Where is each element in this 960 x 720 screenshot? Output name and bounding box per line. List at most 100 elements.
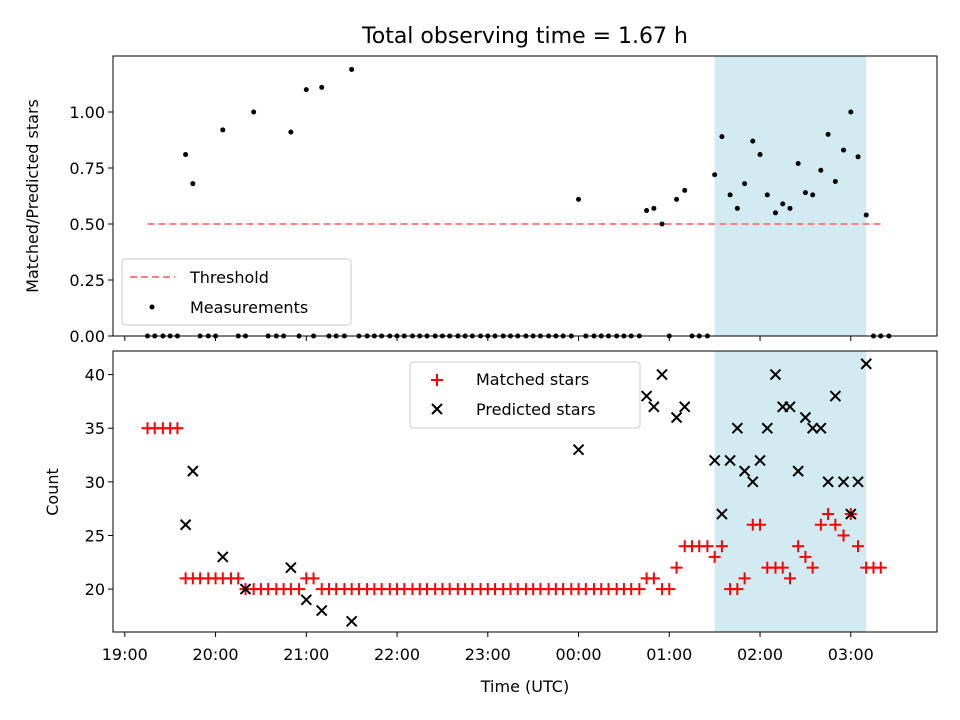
measurement-point <box>183 152 189 158</box>
predicted-star-point <box>754 454 766 467</box>
predicted-star-point <box>769 368 782 381</box>
top-legend-box <box>121 258 352 326</box>
measurement-point <box>810 192 816 198</box>
predicted-star-point <box>345 615 358 627</box>
matched-star-point <box>715 540 728 553</box>
matched-star-point <box>852 540 865 553</box>
bottom-x-axis-label: Time (UTC) <box>480 677 569 696</box>
top-title: Total observing time = 1.67 h <box>361 24 688 49</box>
matched-star-point <box>293 583 306 596</box>
bottom-legend-box <box>409 361 641 429</box>
measurement-point <box>644 208 650 214</box>
bottom-x-tick-label: 20:00 <box>192 645 238 664</box>
predicted-star-point <box>747 476 759 488</box>
measurement-point <box>818 167 824 173</box>
bottom-x-tick-label: 23:00 <box>465 645 511 664</box>
top-highlight-span <box>714 56 867 336</box>
matched-star-point <box>663 583 676 596</box>
bottom-plot-frame <box>112 350 938 633</box>
bottom-x-tick-label: 02:00 <box>737 645 783 664</box>
matched-star-point <box>670 561 683 574</box>
top-y-tick-label: 0.25 <box>69 271 105 290</box>
top-y-tick-label: 0.00 <box>69 327 105 346</box>
bottom-y-tick-label: 30 <box>85 473 105 492</box>
matched-star-point <box>874 561 887 574</box>
top-y-tick-label: 0.50 <box>69 215 105 234</box>
matched-star-point <box>783 572 796 585</box>
matched-star-point <box>731 583 744 596</box>
predicted-star-point <box>784 401 796 413</box>
matched-star-point <box>754 518 767 531</box>
matched-star-point <box>307 572 320 585</box>
measurement-point <box>855 154 861 160</box>
measurement-point <box>727 192 733 198</box>
measurement-point <box>220 127 226 133</box>
top-y-axis-label: Matched/Predicted stars <box>23 99 42 293</box>
measurement-point <box>712 172 718 178</box>
predicted-star-point <box>845 508 857 520</box>
measurement-point <box>682 187 688 193</box>
bottom-highlight-span <box>714 351 867 632</box>
predicted-star-point <box>300 594 313 606</box>
predicted-star-point <box>837 476 850 488</box>
matched-star-point <box>633 583 646 596</box>
predicted-star-point <box>761 422 774 434</box>
matched-star-point <box>232 572 245 585</box>
measurement-point <box>780 201 786 207</box>
measurement-point <box>319 84 325 90</box>
bottom-y-axis-label: Count <box>43 468 62 516</box>
predicted-star-point <box>724 454 736 467</box>
measurement-point <box>288 129 294 135</box>
top-y-tick-label: 0.75 <box>69 159 105 178</box>
predicted-star-point <box>738 465 751 477</box>
top-panel: Total observing time = 1.67 h 0.00 0.25 0.… <box>23 24 938 346</box>
measurement-point <box>802 190 808 196</box>
threshold-legend-label: Threshold <box>189 268 269 287</box>
predicted-star-point <box>792 465 804 477</box>
matched-star-point <box>799 550 812 563</box>
predicted-star-point <box>731 422 744 434</box>
measurement-point <box>719 134 725 140</box>
predicted-star-point <box>656 368 668 381</box>
bottom-x-tick-label: 19:00 <box>102 645 148 664</box>
matched-star-point <box>701 540 714 553</box>
predicted-star-point <box>829 390 842 402</box>
predicted-star-point <box>860 358 872 370</box>
matched-star-point <box>829 518 842 531</box>
measurement-point <box>787 205 793 211</box>
predicted-legend-label: Predicted stars <box>476 400 596 419</box>
measurement-point <box>825 131 831 137</box>
matched-star-point <box>814 518 827 531</box>
predicted-star-point <box>716 508 728 520</box>
bottom-legend: Matched stars Predicted stars <box>409 361 641 429</box>
bottom-x-tick-label: 00:00 <box>555 645 601 664</box>
top-legend: Threshold Measurements <box>121 258 352 326</box>
measurement-point <box>734 205 740 211</box>
matched-legend-label: Matched stars <box>476 370 589 389</box>
measurement-point <box>659 221 665 227</box>
predicted-star-point <box>187 465 199 477</box>
matched-legend-swatch <box>431 374 443 386</box>
bottom-y-tick-label: 35 <box>85 419 105 438</box>
predicted-star-point <box>285 561 297 574</box>
measurement-point <box>841 147 847 153</box>
predicted-star-point <box>217 551 229 563</box>
measurement-point <box>772 210 778 216</box>
measurement-point <box>795 161 801 167</box>
matched-star-point <box>792 540 805 553</box>
matched-star-point <box>171 422 184 435</box>
bottom-y-tick-label: 25 <box>85 526 105 545</box>
measurement-point <box>863 212 869 218</box>
measurement-point <box>651 205 657 211</box>
measurement-point <box>750 138 756 144</box>
predicted-star-point <box>316 604 328 617</box>
matched-star-point <box>806 561 819 574</box>
matched-star-point <box>647 572 660 585</box>
matched-star-point <box>738 572 751 585</box>
measurement-point <box>251 109 257 115</box>
measurement-point <box>303 87 309 93</box>
bottom-x-tick-label: 21:00 <box>283 645 329 664</box>
predicted-star-point <box>806 422 819 434</box>
predicted-star-point <box>239 583 252 595</box>
predicted-star-point <box>822 476 834 488</box>
